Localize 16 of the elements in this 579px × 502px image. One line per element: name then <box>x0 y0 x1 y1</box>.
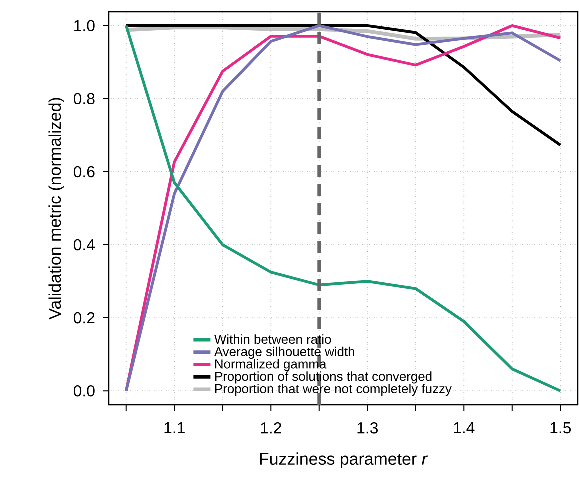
y-tick-label: 0.2 <box>74 312 95 324</box>
x-tick-label: 1.2 <box>261 422 282 434</box>
legend-label: Normalized gamma <box>215 359 327 372</box>
x-tick-label: 1.3 <box>358 422 378 434</box>
y-tick-label: 0.4 <box>74 239 96 251</box>
y-tick-label: 0.6 <box>74 166 95 178</box>
x-tick-label: 1.1 <box>164 422 185 434</box>
legend-label: Average silhouette width <box>214 346 354 360</box>
x-axis-title: Fuzziness parameter r <box>260 452 428 468</box>
y-tick-label: 1.0 <box>74 20 95 32</box>
y-tick-label: 0.8 <box>74 93 95 105</box>
x-tick-label: 1.5 <box>550 422 572 434</box>
legend-label: Proportion that were not completely fuzzy <box>215 384 452 396</box>
y-axis-title: Validation metric (normalized) <box>48 98 64 320</box>
y-tick-label: 0.0 <box>74 385 95 397</box>
x-tick-label: 1.4 <box>454 422 475 434</box>
